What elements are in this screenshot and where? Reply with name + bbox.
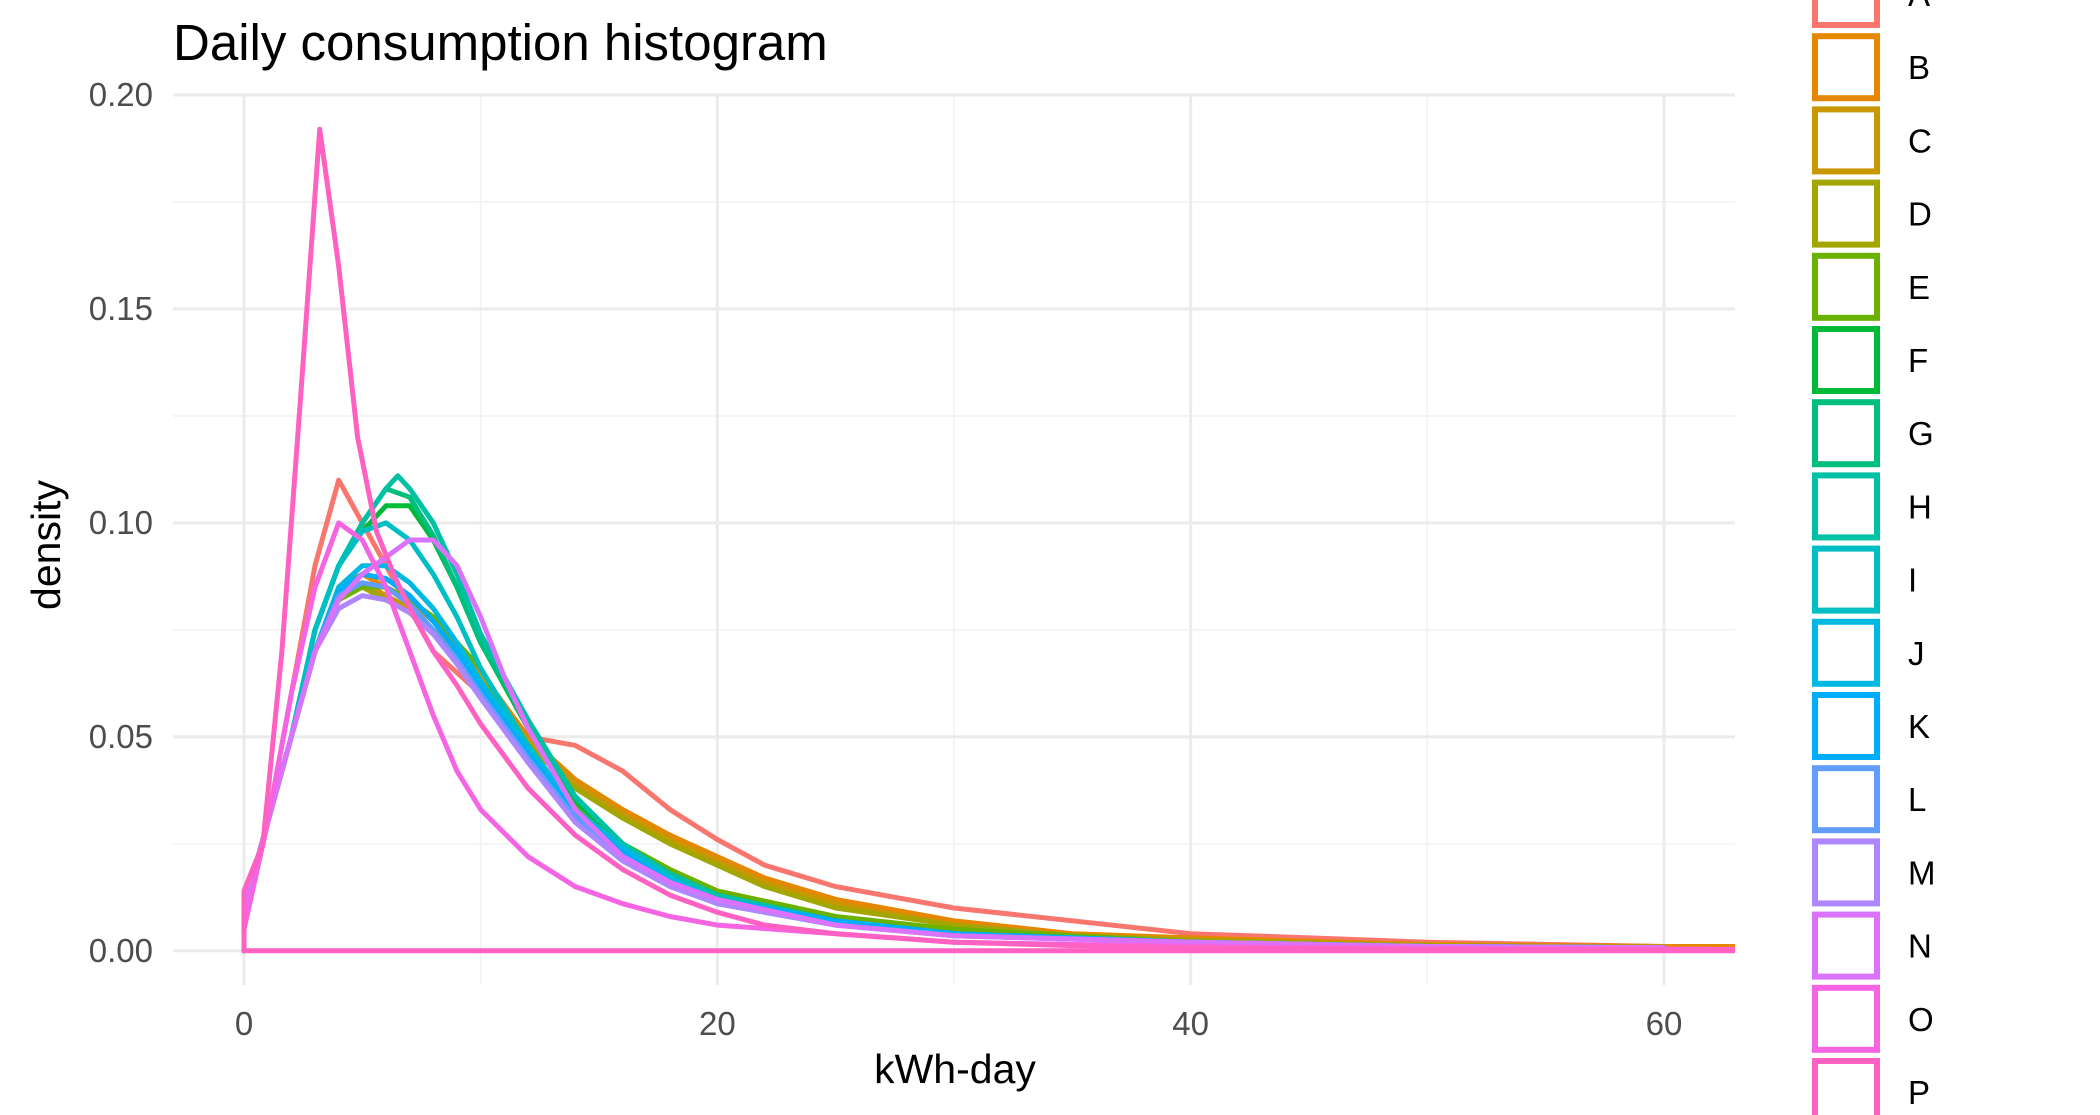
y-tick-label: 0.20 bbox=[89, 76, 153, 113]
legend-label-C: C bbox=[1908, 122, 1932, 159]
y-axis-title: density bbox=[23, 480, 69, 610]
x-tick-label: 60 bbox=[1646, 1005, 1683, 1042]
legend-key-J bbox=[1812, 618, 1880, 687]
legend-key-G bbox=[1812, 399, 1880, 468]
legend-label-B: B bbox=[1908, 49, 1930, 86]
series-line-P bbox=[241, 126, 1735, 954]
legend-key-F bbox=[1812, 326, 1880, 394]
legend-key-B bbox=[1812, 33, 1880, 102]
legend-key-K bbox=[1812, 692, 1880, 760]
legend-key-A bbox=[1812, 0, 1880, 28]
legend-key-I bbox=[1812, 545, 1880, 614]
y-tick-label: 0.15 bbox=[89, 290, 153, 327]
x-tick-label: 0 bbox=[235, 1005, 253, 1042]
series-line-N bbox=[241, 537, 1667, 954]
y-tick-label: 0.05 bbox=[89, 718, 153, 755]
legend-label-N: N bbox=[1908, 928, 1932, 965]
legend-label-G: G bbox=[1908, 415, 1934, 452]
legend-key-N bbox=[1812, 911, 1880, 980]
legend-label-L: L bbox=[1908, 781, 1926, 818]
legend-label-F: F bbox=[1908, 342, 1928, 379]
legend-key-O bbox=[1812, 984, 1880, 1053]
legend-label-H: H bbox=[1908, 488, 1932, 525]
y-tick-label: 0.10 bbox=[89, 504, 153, 541]
legend-key-H bbox=[1812, 472, 1880, 541]
legend-key-L bbox=[1812, 765, 1880, 834]
legend-key-M bbox=[1812, 838, 1880, 907]
legend-label-O: O bbox=[1908, 1001, 1934, 1038]
x-tick-label: 20 bbox=[699, 1005, 736, 1042]
axes: 0 20 40 60 0.00 0.05 0.10 0.15 0.20 bbox=[89, 76, 1683, 1042]
legend-key-P bbox=[1812, 1058, 1880, 1115]
legend-label-I: I bbox=[1908, 562, 1917, 599]
series-line-A bbox=[241, 477, 1735, 954]
y-tick-label: 0.00 bbox=[89, 932, 153, 969]
legend-key-C bbox=[1812, 106, 1880, 175]
legend-label-K: K bbox=[1908, 708, 1930, 745]
chart-title: Daily consumption histogram bbox=[173, 14, 828, 71]
legend-label-M: M bbox=[1908, 854, 1936, 891]
legend-key-E bbox=[1812, 252, 1880, 321]
series-line-B bbox=[241, 571, 1735, 954]
legend-label-J: J bbox=[1908, 635, 1925, 672]
legend-label-D: D bbox=[1908, 196, 1932, 233]
legend-label-A: A bbox=[1908, 0, 1930, 13]
series-lines bbox=[241, 126, 1735, 954]
x-tick-label: 40 bbox=[1172, 1005, 1209, 1042]
legend-label-E: E bbox=[1908, 269, 1930, 306]
legend-key-D bbox=[1812, 179, 1880, 248]
x-axis-title: kWh-day bbox=[874, 1046, 1036, 1092]
legend-label-P: P bbox=[1908, 1074, 1930, 1111]
